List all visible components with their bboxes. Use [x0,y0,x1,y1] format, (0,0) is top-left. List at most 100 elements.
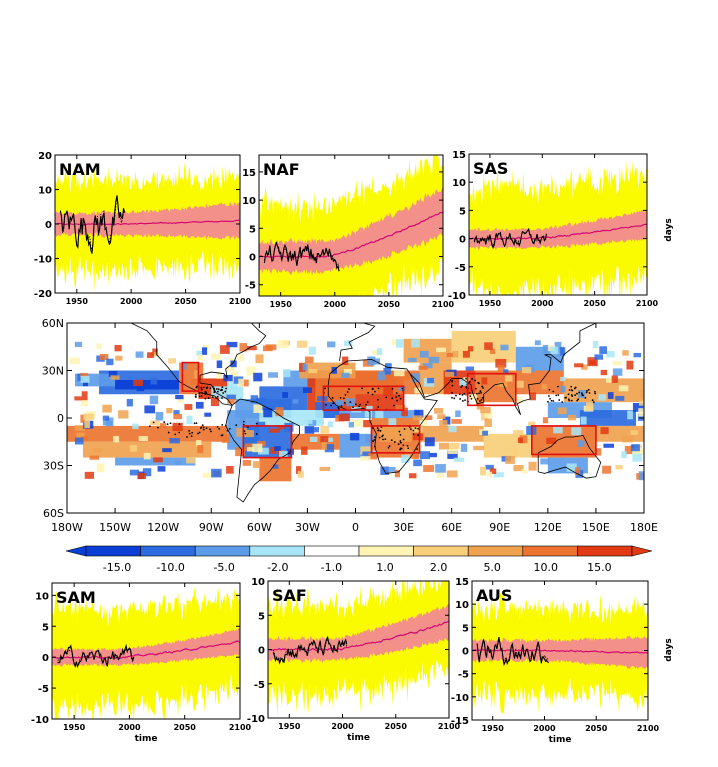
anomaly-cell [136,384,145,392]
anomaly-cell [515,380,524,388]
panel-sas: 15 10 5 0 -5 -10 1950 2000 2050 2100 SAS [448,150,659,308]
stipple-dot [385,396,388,399]
stipple-dot [481,385,484,388]
colorbar-cell [577,545,633,557]
anomaly-cell [186,457,196,464]
anomaly-cell [211,468,222,478]
y-tick-label: 0 [462,647,469,658]
stipple-dot [374,390,376,393]
anomaly-cell [627,410,633,420]
x-tick-label: 2000 [331,722,354,731]
stipple-dot [582,394,585,397]
anomaly-cell [497,382,508,388]
anomaly-cell [581,364,588,370]
y-tick-label: -5 [38,684,49,695]
stipple-dot [417,427,420,430]
anomaly-cell [553,426,563,434]
anomaly-cell [480,406,491,414]
stipple-dot [174,433,177,436]
colorbar: -15.0 -10.0 -5.0 -2.0 -1.0 1.0 2.0 5.0 10.0 15.0 [65,545,653,574]
stipple-dot [337,406,340,409]
stipple-dot [458,393,461,396]
colorbar-cell [249,545,305,557]
anomaly-cell [137,472,147,480]
anomaly-cell [484,418,492,428]
region-box-sam [242,425,293,459]
lon-tick-label: 30W [295,521,320,534]
anomaly-cell [467,346,474,352]
anomaly-cell [383,367,392,375]
anomaly-cell [606,351,615,358]
lon-tick-label: 120E [534,521,562,534]
observation-line-dotted [264,241,340,272]
stipple-dot [342,397,345,400]
stipple-dot [330,404,333,407]
anomaly-cell [105,417,114,427]
stipple-dot [211,396,214,398]
anomaly-cell [77,373,84,381]
anomaly-cell [301,446,308,455]
anomaly-cell [74,437,84,445]
anomaly-cell [277,340,289,348]
anomaly-cell [393,370,405,377]
anomaly-cell [513,430,524,435]
anomaly-cell [407,450,414,459]
anomaly-cell [197,445,204,454]
stipple-dot [188,432,191,435]
y-tick-label: 5 [249,224,256,235]
anomaly-cell [250,395,259,404]
stipple-dot [395,392,398,395]
anomaly-cell [512,448,518,457]
stipple-dot [198,392,201,395]
anomaly-cell [296,340,308,348]
x-tick-label: 2000 [118,723,141,732]
stipple-dot [570,399,573,402]
anomaly-cell [324,444,335,453]
stipple-dot [557,385,559,388]
anomaly-cell [540,458,550,465]
colorbar-cell [413,545,469,557]
anomaly-cell [239,417,246,425]
stipple-dot [570,389,573,391]
anomaly-cell [80,372,89,378]
anomaly-cell [150,352,159,357]
y-tick-label: 10 [242,196,256,207]
lat-tick-label: 30S [43,460,64,473]
anomaly-cell [184,404,193,410]
anomaly-cell [352,419,363,427]
stipple-dot [588,392,591,394]
lon-tick-label: 180W [51,521,83,534]
anomaly-cell [363,420,372,428]
stipple-dot [331,397,334,399]
anomaly-cell [253,372,263,382]
anomaly-cell [235,447,246,457]
stipple-dot [550,399,553,402]
y-tick-label: 10 [251,577,265,588]
anomaly-cell [521,469,528,474]
region-box-saf [370,425,421,454]
anomaly-cell [150,420,160,426]
stipple-dot [195,393,197,396]
stipple-dot [578,391,581,394]
anomaly-cell [542,417,549,424]
panel-title: SAS [473,159,508,178]
anomaly-cell [428,356,440,364]
anomaly-cell [195,401,204,409]
stipple-dot [549,397,551,400]
anomaly-cell [534,340,541,346]
anomaly-cell [201,347,208,355]
y-tick-label: -5 [245,281,256,292]
anomaly-cell [256,421,266,427]
coastline [86,323,267,406]
anomaly-cell [451,419,462,424]
anomaly-cell [637,413,644,421]
anomaly-cell [449,442,460,450]
stipple-dot [344,394,347,396]
stipple-dot [255,433,258,435]
colorbar-cell [358,545,414,557]
anomaly-cell [631,444,640,452]
stipple-dot [215,388,218,390]
stipple-dot [167,431,170,434]
stipple-dot [242,420,245,423]
